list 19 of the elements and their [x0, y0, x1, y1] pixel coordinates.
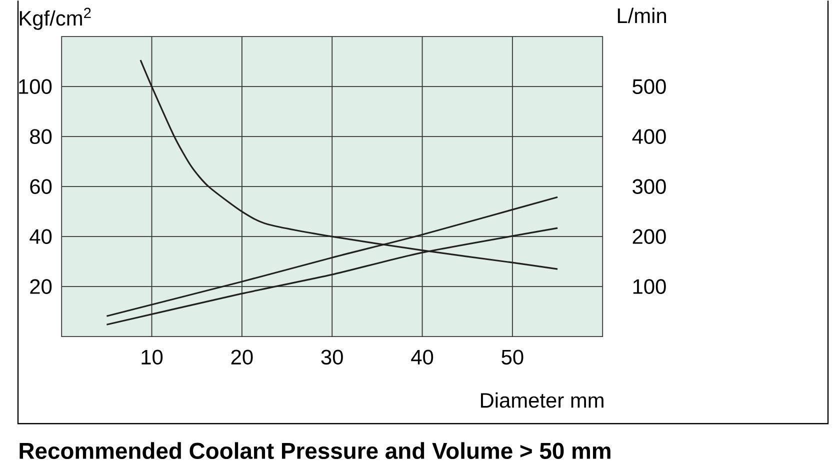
y-tick-label: 20	[30, 279, 52, 294]
y2-tick-label: 200	[632, 229, 666, 244]
y-tick-label: 80	[30, 129, 52, 144]
text: Recommended Coolant Pressure and Volume > 50 mm	[20, 442, 610, 460]
y2-tick-label: 400	[632, 129, 666, 144]
x-tick-label: 50	[502, 350, 524, 365]
x-tick-label: 10	[142, 350, 163, 365]
y-axis-title: Kgf/cm$^{2}$	[20, 8, 91, 30]
x-tick-label: 30	[321, 350, 343, 365]
y2-tick-label: 300	[632, 179, 666, 194]
y-tick-label: 60	[30, 179, 52, 194]
y-tick-label: 100	[19, 79, 52, 94]
x-tick-label: 20	[231, 350, 253, 365]
y2-tick-label: 500	[632, 79, 666, 94]
y-tick-label: 40	[30, 229, 52, 244]
x-tick-label: 40	[411, 350, 434, 365]
x-axis-title: Diameter mm	[480, 392, 604, 408]
y2-axis-title: L/min	[618, 8, 666, 24]
y2-tick-label: 100	[633, 279, 666, 294]
